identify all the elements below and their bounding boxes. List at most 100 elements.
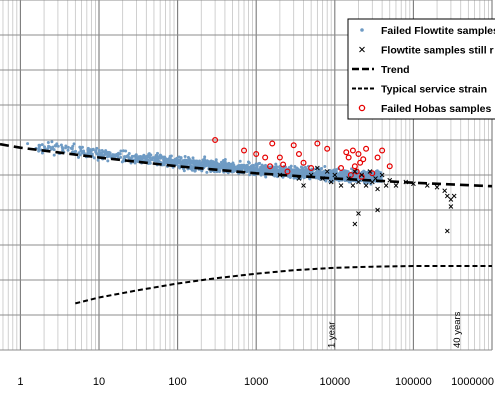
flowtite-point [106,159,110,163]
flowtite-point [147,152,151,156]
hobas-point [300,159,307,166]
flowtite-point [246,160,250,164]
hobas-point [314,140,321,147]
flowtite-point [215,164,219,168]
running-point [359,172,365,178]
flowtite-point [56,144,60,148]
running-point-stroke [411,181,416,187]
hobas-point [355,151,362,158]
flowtite-point [107,150,111,154]
x-tick-label: 10 [93,376,105,388]
flowtite-point [344,169,348,173]
running-point-stroke [356,179,361,185]
flowtite-point [120,160,124,164]
flowtite-point [360,170,364,174]
legend: Failed Flowtite samples Flowtite samples … [347,18,495,120]
flowtite-point [195,159,199,163]
running-point-stroke [320,176,325,181]
flowtite-point [156,151,160,155]
annotation-label: 40 years [452,311,463,348]
flowtite-point [258,171,262,175]
legend-item: Failed Flowtite samples [360,25,495,37]
flowtite-point [295,166,299,170]
running-point-stroke [346,176,351,181]
flowtite-point [144,155,148,159]
flowtite-point [48,145,52,149]
x-tick-label: 10000 [320,376,351,388]
typical-service-strain-line [75,265,492,305]
flowtite-point [355,169,359,173]
running-point [424,183,430,188]
flowtite-point [315,170,319,174]
legend-label: Failed Flowtite samples [381,25,495,37]
hobas-point [347,172,354,179]
flowtite-point [257,162,261,166]
flowtite-point [40,151,44,155]
x-tick-label: 1000000 [451,376,494,388]
hobas-point [290,142,297,149]
hobas-point [386,163,393,170]
flowtite-point [26,142,30,146]
flowtite-point [156,156,160,160]
flowtite-point [355,175,359,179]
flowtite-point [189,165,193,169]
flowtite-point [154,158,158,162]
running-point-stroke [375,186,380,192]
hobas-point [358,173,365,180]
flowtite-point [168,158,172,162]
flowtite-point [252,163,256,167]
flowtite-point [185,158,189,162]
flowtite-point [315,175,319,179]
flowtite-point [121,149,125,153]
running-point-stroke [324,169,330,174]
flowtite-point [95,146,99,150]
flowtite-point [238,159,242,163]
flowtite-point [182,169,186,173]
flowtite-point [91,147,95,151]
x-tick-labels: 1 10 100 1000 10000 100000 1000000 [17,376,494,388]
flowtite-point [78,153,82,157]
flowtite-point [369,182,373,186]
flowtite-point [59,143,63,147]
flowtite-point [179,156,183,160]
flowtite-point [270,170,274,174]
legend-marker [358,104,366,112]
flowtite-point [281,175,285,179]
x-tick-label: 1000 [244,376,268,388]
hobas-point [276,154,283,161]
running-point [383,183,389,188]
flowtite-point [137,155,141,159]
flowtite-point [226,165,230,169]
flowtite-point [158,153,162,157]
flowtite-point [275,165,279,169]
flowtite-point [234,167,238,171]
flowtite-point [241,163,245,167]
x-tick-label: 1 [17,376,23,388]
running-point [308,172,314,178]
flowtite-point [112,155,116,159]
running-point [296,176,302,181]
flowtite-point [254,163,258,167]
flowtite-point [267,168,271,172]
legend-marker [360,28,364,32]
flowtite-point [46,141,50,145]
running-point-stroke [369,179,375,185]
flowtite-point [154,155,158,159]
running-point-stroke [356,211,361,216]
running-point-stroke [277,172,283,178]
running-point-stroke [332,172,338,178]
flowtite-point [53,144,57,148]
flowtite-point [86,146,90,150]
flowtite-point [172,159,176,163]
flowtite-point [178,160,182,164]
flowtite-point [219,160,223,164]
flowtite-point [217,170,221,174]
flowtite-point [87,151,91,155]
flowtite-point [182,160,186,164]
legend-item: Flowtite samples still r [359,44,494,56]
running-point [328,179,334,185]
flowtite-point [207,160,211,164]
running-point [315,165,320,171]
flowtite-point [374,169,378,173]
